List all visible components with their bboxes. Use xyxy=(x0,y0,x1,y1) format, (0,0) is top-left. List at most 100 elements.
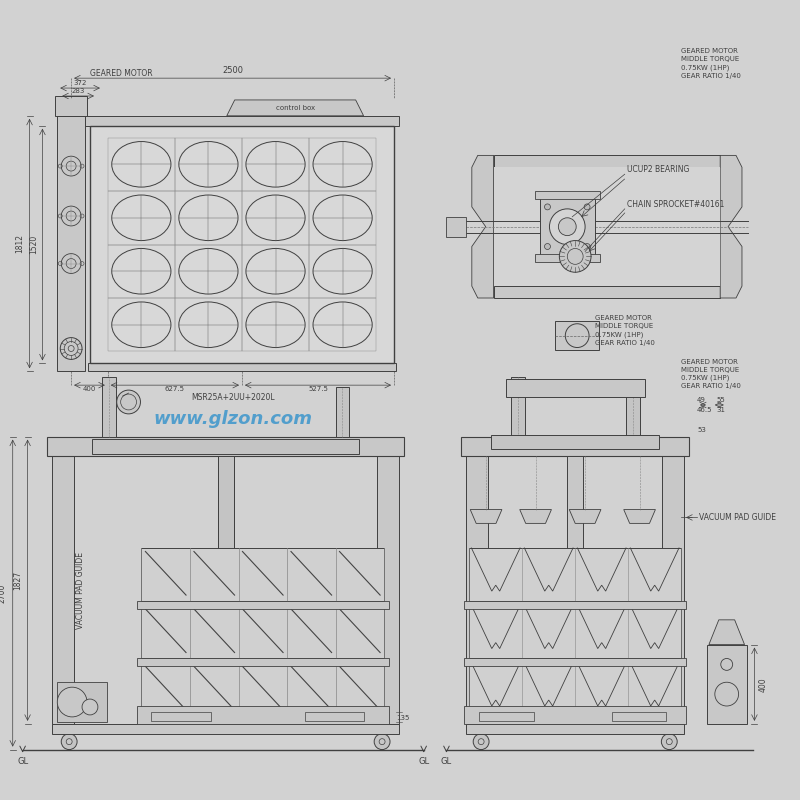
Polygon shape xyxy=(470,510,502,523)
Bar xyxy=(142,605,384,658)
Bar xyxy=(58,682,106,722)
Bar xyxy=(534,254,600,262)
Circle shape xyxy=(379,738,385,745)
Ellipse shape xyxy=(226,588,234,593)
Circle shape xyxy=(66,738,72,745)
Bar xyxy=(151,712,210,721)
Bar xyxy=(494,167,720,286)
Text: GEARED MOTOR
MIDDLE TORQUE
0.75KW (1HP)
GEAR RATIO 1/40: GEARED MOTOR MIDDLE TORQUE 0.75KW (1HP) … xyxy=(681,49,741,79)
Circle shape xyxy=(62,734,77,750)
Circle shape xyxy=(545,243,550,250)
Bar xyxy=(707,645,746,724)
Text: 527.5: 527.5 xyxy=(308,386,328,392)
Bar xyxy=(309,138,376,191)
Text: 283: 283 xyxy=(71,88,85,94)
Circle shape xyxy=(62,156,81,176)
Bar xyxy=(479,712,534,721)
Bar xyxy=(470,662,681,716)
Bar xyxy=(52,457,74,724)
Bar xyxy=(567,457,583,724)
Bar xyxy=(55,96,87,116)
Text: 46.5: 46.5 xyxy=(697,407,713,413)
Text: GEARED MOTOR
MIDDLE TORQUE
0.75KW (1HP)
GEAR RATIO 1/40: GEARED MOTOR MIDDLE TORQUE 0.75KW (1HP) … xyxy=(595,315,655,346)
Circle shape xyxy=(545,204,550,210)
Bar xyxy=(85,116,399,126)
Circle shape xyxy=(62,206,81,226)
Text: 55: 55 xyxy=(717,397,726,403)
Bar xyxy=(175,298,242,351)
Circle shape xyxy=(82,699,98,715)
Text: 400: 400 xyxy=(758,677,767,691)
Bar xyxy=(511,378,525,437)
Ellipse shape xyxy=(207,588,214,593)
Bar xyxy=(137,706,389,724)
Text: 135: 135 xyxy=(396,715,410,721)
Circle shape xyxy=(62,254,81,274)
Circle shape xyxy=(117,390,141,414)
Bar xyxy=(309,298,376,351)
Bar xyxy=(494,155,720,167)
Bar xyxy=(88,363,396,371)
Circle shape xyxy=(584,204,590,210)
Bar xyxy=(462,437,689,457)
Text: 372: 372 xyxy=(74,80,86,86)
Bar xyxy=(90,126,394,363)
Bar xyxy=(108,298,175,351)
Bar xyxy=(92,438,359,454)
Circle shape xyxy=(478,738,484,745)
Circle shape xyxy=(566,324,589,347)
Text: CHAIN SPROCKET#40161: CHAIN SPROCKET#40161 xyxy=(626,200,724,209)
Bar xyxy=(137,658,389,666)
Bar xyxy=(206,561,246,577)
Text: GL: GL xyxy=(441,758,452,766)
Ellipse shape xyxy=(217,588,225,593)
Circle shape xyxy=(662,734,678,750)
Bar xyxy=(466,457,488,724)
Bar xyxy=(470,605,681,658)
Bar xyxy=(470,547,681,601)
Polygon shape xyxy=(720,155,742,298)
Bar xyxy=(446,217,466,237)
Text: 31: 31 xyxy=(717,407,726,413)
Bar xyxy=(626,387,639,437)
Circle shape xyxy=(584,243,590,250)
Bar xyxy=(108,191,175,245)
Text: 1520: 1520 xyxy=(30,235,38,254)
Text: 2700: 2700 xyxy=(0,583,6,602)
Text: MSR25A+2UU+2020L: MSR25A+2UU+2020L xyxy=(191,393,274,402)
Bar xyxy=(102,378,116,437)
Circle shape xyxy=(715,682,738,706)
Bar xyxy=(137,601,389,609)
Polygon shape xyxy=(570,510,601,523)
Text: 2500: 2500 xyxy=(222,66,243,75)
Circle shape xyxy=(558,218,576,236)
Bar xyxy=(142,662,384,716)
Bar xyxy=(58,116,85,371)
Bar xyxy=(52,724,399,734)
Bar xyxy=(335,387,350,437)
Circle shape xyxy=(550,209,585,245)
Text: GL: GL xyxy=(418,758,430,766)
Polygon shape xyxy=(520,510,551,523)
Circle shape xyxy=(58,687,87,717)
Circle shape xyxy=(68,346,74,351)
Circle shape xyxy=(666,738,672,745)
Bar xyxy=(309,245,376,298)
Bar xyxy=(464,658,686,666)
Text: www.glzon.com: www.glzon.com xyxy=(154,410,312,428)
Polygon shape xyxy=(624,510,655,523)
Bar xyxy=(242,245,309,298)
Bar xyxy=(555,321,599,350)
Bar xyxy=(108,245,175,298)
Circle shape xyxy=(559,241,591,272)
Text: 1827: 1827 xyxy=(14,570,22,590)
Bar xyxy=(491,434,659,449)
Bar xyxy=(539,195,595,258)
Bar xyxy=(242,298,309,351)
Bar xyxy=(305,712,364,721)
Bar xyxy=(175,138,242,191)
Ellipse shape xyxy=(237,588,245,593)
Bar xyxy=(464,601,686,609)
Text: GEARED MOTOR
MIDDLE TORQUE
0.75KW (1HP)
GEAR RATIO 1/40: GEARED MOTOR MIDDLE TORQUE 0.75KW (1HP) … xyxy=(681,358,741,389)
Bar xyxy=(175,245,242,298)
